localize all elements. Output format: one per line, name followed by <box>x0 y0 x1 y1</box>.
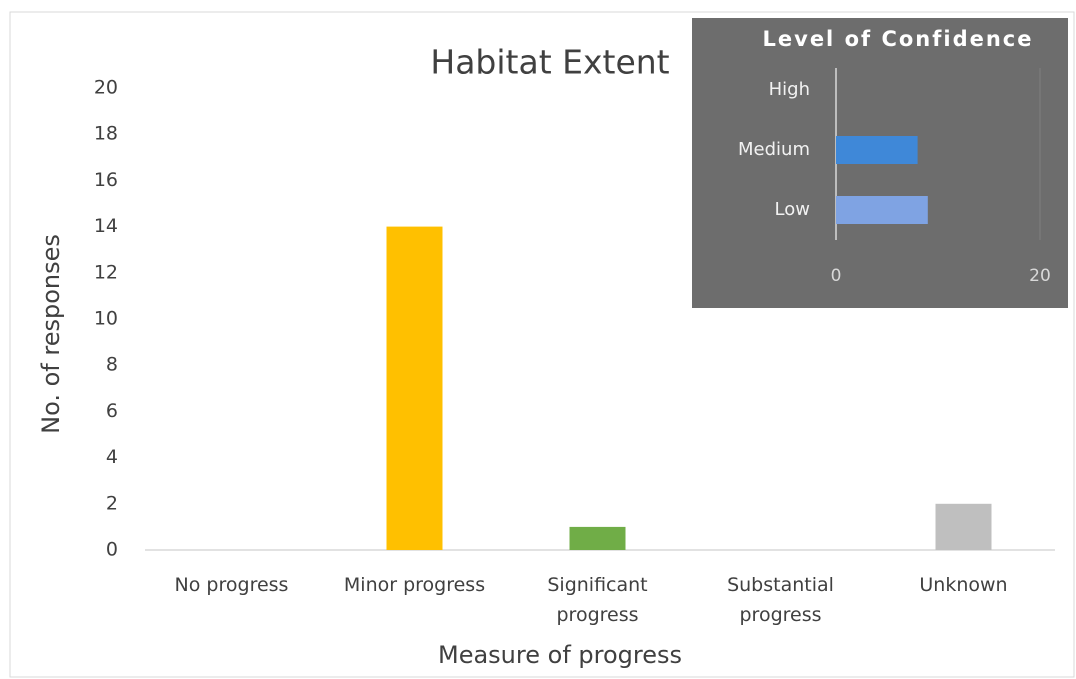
y-tick-label: 10 <box>94 308 118 330</box>
bar <box>386 226 443 550</box>
y-tick-label: Low <box>775 199 810 220</box>
y-tick-label: 20 <box>94 77 118 99</box>
x-tick-label: Minor progress <box>343 574 486 596</box>
y-tick-label: 2 <box>106 492 118 514</box>
x-axis-label: Measure of progress <box>438 641 682 669</box>
x-tick-label: Substantial progress <box>727 574 834 626</box>
y-tick-label: 12 <box>94 261 118 283</box>
y-tick-label: 18 <box>94 123 118 145</box>
bar <box>569 526 626 550</box>
y-tick-label: 14 <box>94 215 118 237</box>
y-tick-label: 0 <box>106 539 118 561</box>
x-tick-label: No progress <box>174 574 289 596</box>
chart-title: Habitat Extent <box>430 43 669 82</box>
x-tick-label: Unknown <box>919 574 1008 596</box>
x-tick-label: 0 <box>831 266 842 286</box>
bar <box>935 503 992 550</box>
x-tick-label: Significant progress <box>547 574 648 626</box>
inset-title: Level of Confidence <box>763 27 1034 51</box>
y-tick-label: High <box>769 79 810 100</box>
y-tick-label: 16 <box>94 169 118 191</box>
x-tick-label: 20 <box>1029 266 1051 286</box>
y-tick-label: 4 <box>106 446 118 468</box>
y-tick-label: 8 <box>106 354 118 376</box>
bar <box>836 136 918 164</box>
y-tick-label: 6 <box>106 400 118 422</box>
bar <box>836 196 928 224</box>
y-axis-label: No. of responses <box>37 234 65 434</box>
y-tick-label: Medium <box>738 139 810 160</box>
